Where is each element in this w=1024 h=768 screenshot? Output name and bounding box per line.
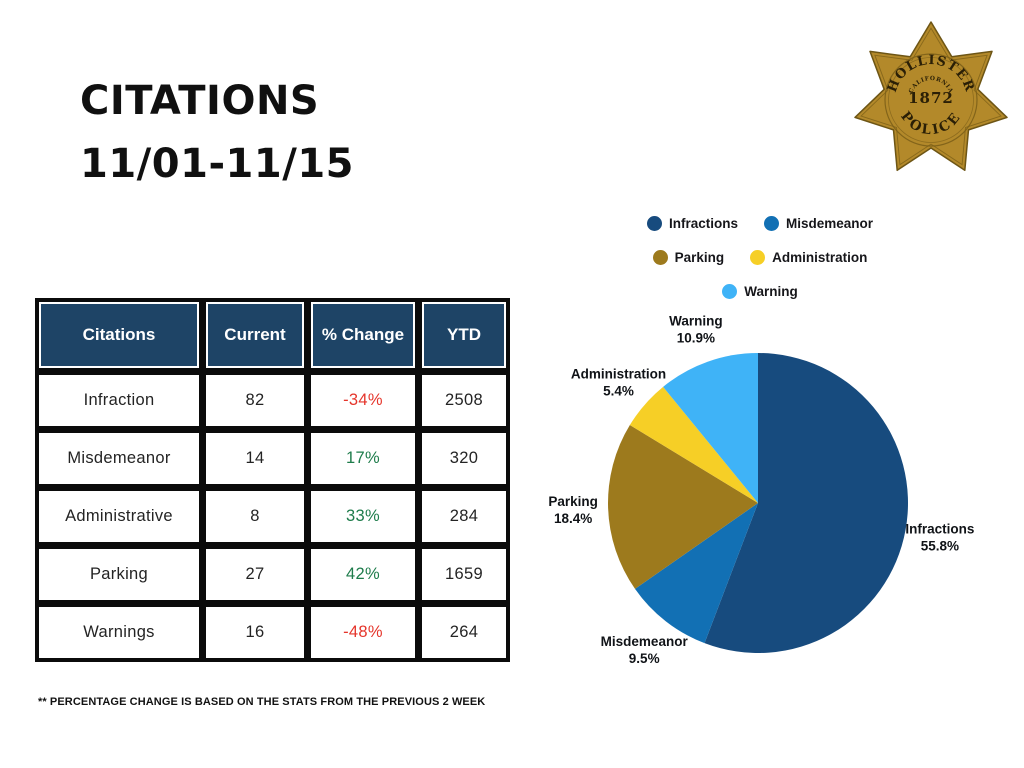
pie-label-name: Parking — [548, 494, 598, 509]
ytd-cell: 284 — [418, 487, 510, 546]
legend-item-infractions: Infractions — [646, 216, 738, 231]
legend-label: Infractions — [668, 216, 738, 231]
current-cell: 8 — [202, 487, 308, 546]
current-cell: 82 — [202, 371, 308, 430]
badge-year-text: 1872 — [908, 89, 954, 107]
legend-dot-icon — [652, 250, 668, 265]
pie-slice-infractions — [704, 353, 909, 653]
citations-table-header: Citations Current % Change YTD — [35, 298, 510, 372]
citations-table-body: Infraction 82 -34% 2508 Misdemeanor 14 17% 320 A… — [35, 371, 510, 662]
citation-cell: Misdemeanor — [35, 429, 203, 488]
police-badge-icon: HOLLISTER CALIFORNIA 1872 POLICE — [854, 21, 1008, 172]
title-line-1: CITATIONS — [80, 78, 320, 124]
ytd-cell: 2508 — [418, 371, 510, 430]
badge-star — [854, 21, 1008, 172]
pie-slice-administration — [629, 386, 758, 503]
legend-item-misdemeanor: Misdemeanor — [763, 216, 874, 231]
legend-dot-icon — [722, 284, 738, 299]
legend-row: Parking Administration — [595, 244, 925, 271]
legend-label: Parking — [674, 250, 725, 265]
change-cell: -48% — [307, 603, 419, 662]
table-row: Infraction 82 -34% 2508 — [35, 371, 510, 430]
legend-dot-icon — [646, 216, 662, 231]
pie-slice-misdemeanor — [635, 503, 758, 644]
citation-cell: Warnings — [35, 603, 203, 662]
col-header-citations: Citations — [35, 298, 203, 372]
badge-ring-outer — [884, 53, 978, 147]
change-cell: 33% — [307, 487, 419, 546]
badge-star-inner-trim — [860, 27, 1002, 166]
pie-label-value: 18.4% — [554, 511, 592, 526]
table-row: Parking 27 42% 1659 — [35, 545, 510, 604]
col-header-ytd: YTD — [418, 298, 510, 372]
citation-cell: Administrative — [35, 487, 203, 546]
current-cell: 27 — [202, 545, 308, 604]
pie-label-name: Administration — [571, 367, 666, 382]
citation-cell: Parking — [35, 545, 203, 604]
pie-label-value: 10.9% — [677, 331, 715, 346]
badge-ring-inner — [888, 57, 974, 143]
pie-label-name: Misdemeanor — [601, 634, 689, 649]
pie-label-value: 9.5% — [629, 651, 660, 666]
pie-slice-warning — [663, 353, 758, 503]
change-cell: 42% — [307, 545, 419, 604]
pie-label-name: Warning — [669, 314, 723, 329]
legend-label: Misdemeanor — [785, 216, 874, 231]
chart-legend: Infractions Misdemeanor Parking Administrat… — [595, 210, 925, 312]
ytd-cell: 1659 — [418, 545, 510, 604]
current-cell: 16 — [202, 603, 308, 662]
pie-chart: Infractions 55.8% Misdemeanor 9.5% Parking 18… — [548, 314, 974, 666]
pie-label-name: Infractions — [905, 522, 974, 537]
pie-label-value: 5.4% — [603, 384, 634, 399]
ytd-cell: 320 — [418, 429, 510, 488]
citations-table: Citations Current % Change YTD Infractio… — [30, 293, 515, 667]
legend-label: Administration — [772, 250, 868, 265]
col-header-change: % Change — [307, 298, 419, 372]
change-cell: 17% — [307, 429, 419, 488]
legend-row: Warning — [595, 278, 925, 305]
pie-label-value: 55.8% — [921, 539, 959, 554]
table-row: Administrative 8 33% 284 — [35, 487, 510, 546]
change-cell: -34% — [307, 371, 419, 430]
legend-label: Warning — [744, 284, 798, 299]
page-title: CITATIONS 11/01-11/15 — [80, 70, 354, 196]
current-cell: 14 — [202, 429, 308, 488]
legend-item-parking: Parking — [652, 250, 725, 265]
ytd-cell: 264 — [418, 603, 510, 662]
footnote: ** PERCENTAGE CHANGE IS BASED ON THE STA… — [38, 696, 486, 708]
table-row: Misdemeanor 14 17% 320 — [35, 429, 510, 488]
legend-dot-icon — [763, 216, 779, 231]
pie-slice-parking — [608, 425, 758, 589]
table-row: Warnings 16 -48% 264 — [35, 603, 510, 662]
legend-dot-icon — [750, 250, 766, 265]
legend-item-administration: Administration — [750, 250, 867, 265]
col-header-current: Current — [202, 298, 308, 372]
citation-cell: Infraction — [35, 371, 203, 430]
legend-item-warning: Warning — [722, 284, 798, 299]
legend-row: Infractions Misdemeanor — [595, 210, 925, 237]
title-line-2: 11/01-11/15 — [80, 141, 354, 188]
